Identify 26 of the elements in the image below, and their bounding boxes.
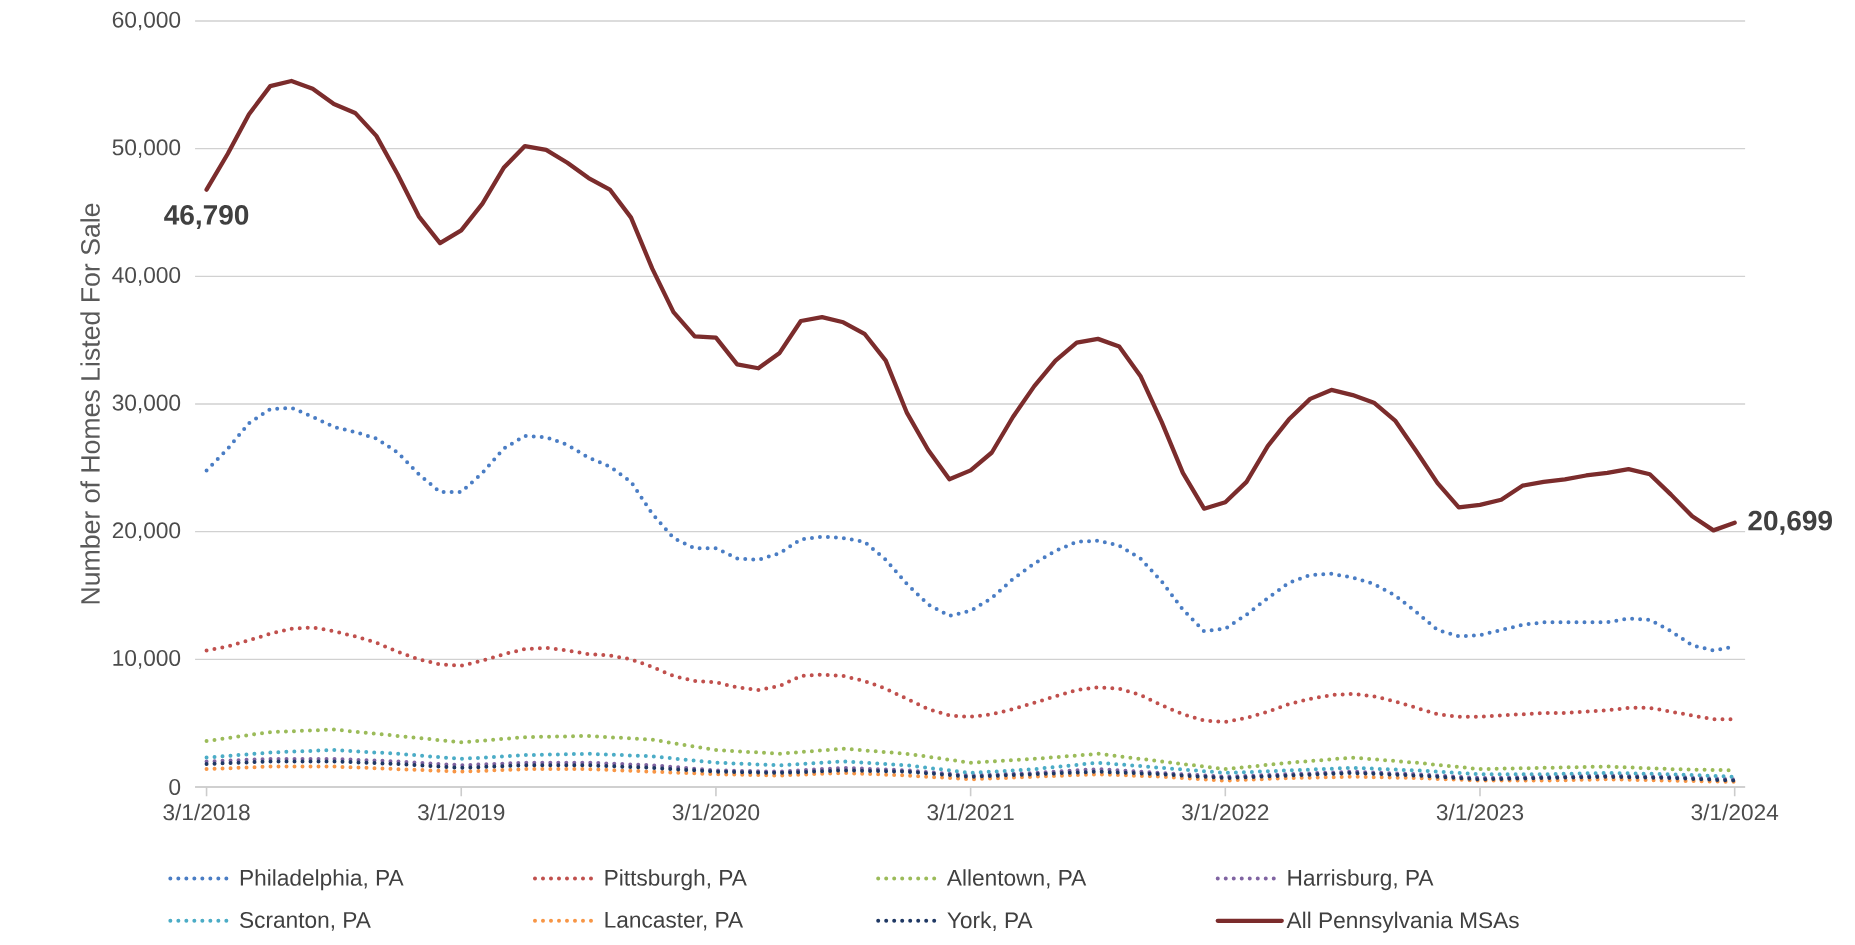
annotation: 46,790 [164,205,249,229]
x-tick-label: 3/1/2019 [417,803,505,821]
x-tick-label: 3/1/2022 [1182,803,1269,821]
x-tick-label: 3/1/2021 [927,803,1014,821]
legend-label: Scranton, PA [240,911,371,931]
legend-label: Harrisburg, PA [1288,869,1434,891]
y-tick-label: 40,000 [112,266,181,286]
y-tick-label: 10,000 [113,649,181,669]
annotation: 20,699 [1748,510,1832,535]
y-axis-title: Number of Homes Listed For Sale [80,203,100,604]
x-tick-label: 3/1/2018 [163,803,250,821]
legend-label: Philadelphia, PA [240,869,404,891]
legend-label: Lancaster, PA [605,912,744,931]
y-tick-label: 60,000 [112,11,181,31]
y-tick-label: 0 [169,778,181,796]
line-series [204,764,1737,784]
legend-label: Allentown, PA [946,869,1087,889]
legend-label: Pittsburgh, PA [605,869,747,891]
legend-label: York, PA [947,911,1033,931]
x-tick-label: 3/1/2023 [1436,803,1524,821]
x-tick-label: 3/1/2020 [672,803,760,821]
y-tick-label: 20,000 [112,522,181,542]
y-tick-label: 50,000 [112,139,181,159]
y-tick-label: 30,000 [112,394,181,414]
x-tick-label: 3/1/2024 [1691,803,1779,821]
legend-label: All Pennsylvania MSAs [1286,911,1519,933]
